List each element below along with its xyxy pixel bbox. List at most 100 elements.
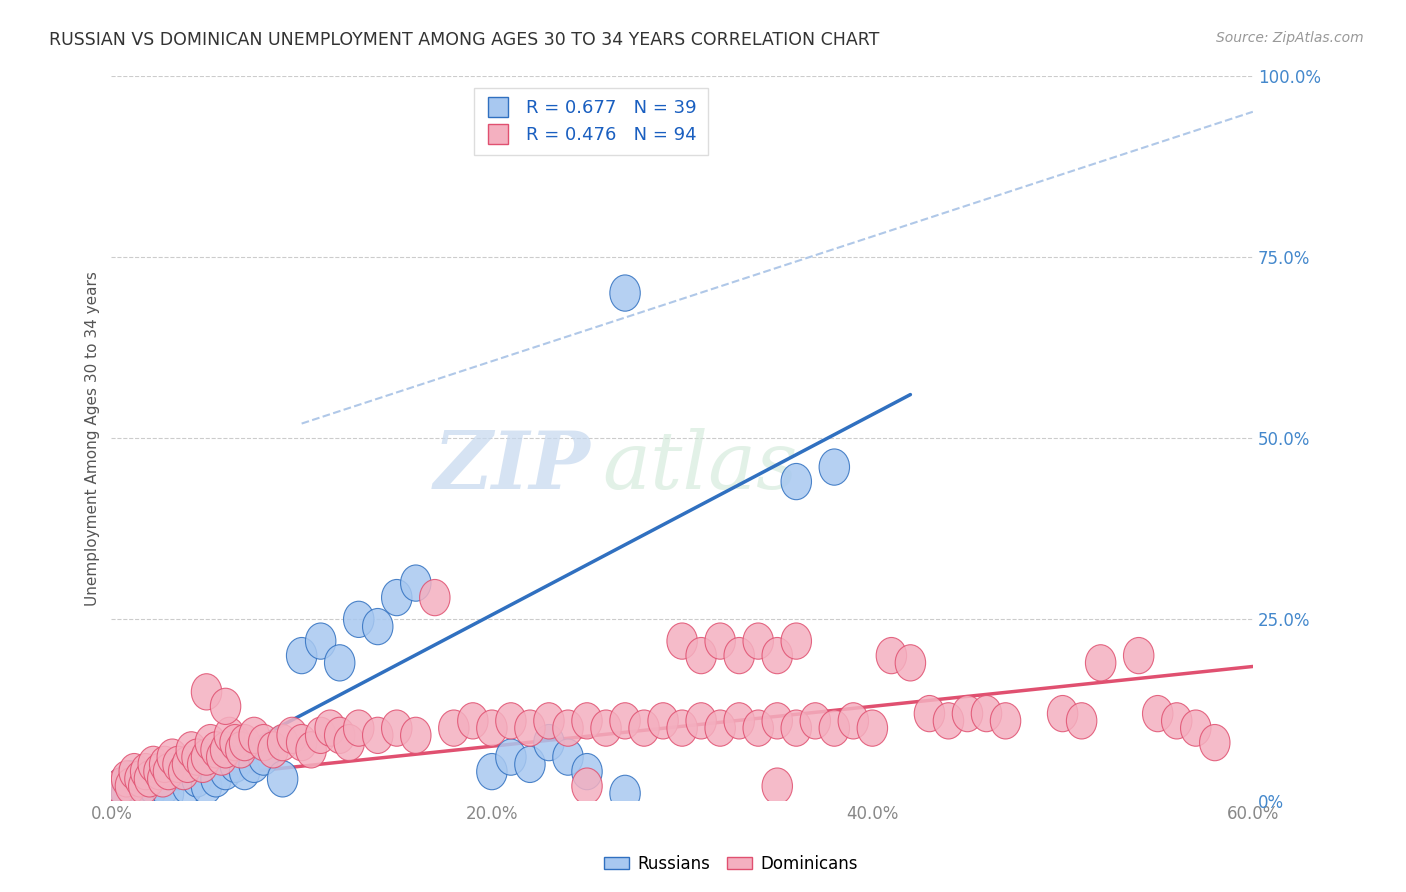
Ellipse shape — [277, 717, 308, 754]
Ellipse shape — [120, 775, 149, 812]
Ellipse shape — [363, 717, 392, 754]
Ellipse shape — [762, 638, 793, 673]
Ellipse shape — [229, 724, 260, 761]
Y-axis label: Unemployment Among Ages 30 to 34 years: Unemployment Among Ages 30 to 34 years — [86, 270, 100, 606]
Ellipse shape — [125, 761, 155, 797]
Ellipse shape — [138, 768, 169, 805]
Ellipse shape — [572, 703, 602, 739]
Ellipse shape — [934, 703, 963, 739]
Ellipse shape — [724, 703, 755, 739]
Ellipse shape — [782, 710, 811, 747]
Ellipse shape — [211, 689, 240, 724]
Ellipse shape — [724, 638, 755, 673]
Ellipse shape — [105, 768, 136, 805]
Ellipse shape — [207, 739, 238, 775]
Ellipse shape — [343, 601, 374, 638]
Ellipse shape — [335, 724, 364, 761]
Text: Source: ZipAtlas.com: Source: ZipAtlas.com — [1216, 31, 1364, 45]
Ellipse shape — [148, 761, 179, 797]
Ellipse shape — [325, 717, 354, 754]
Ellipse shape — [105, 768, 136, 805]
Ellipse shape — [169, 754, 198, 789]
Ellipse shape — [181, 761, 212, 797]
Ellipse shape — [257, 731, 288, 768]
Ellipse shape — [1047, 696, 1078, 731]
Ellipse shape — [381, 580, 412, 615]
Ellipse shape — [239, 717, 270, 754]
Ellipse shape — [153, 754, 184, 789]
Ellipse shape — [249, 739, 278, 775]
Text: ZIP: ZIP — [434, 428, 591, 506]
Ellipse shape — [515, 747, 546, 782]
Ellipse shape — [628, 710, 659, 747]
Ellipse shape — [249, 724, 278, 761]
Ellipse shape — [229, 754, 260, 789]
Ellipse shape — [115, 768, 146, 805]
Ellipse shape — [610, 703, 640, 739]
Ellipse shape — [572, 754, 602, 789]
Ellipse shape — [1181, 710, 1211, 747]
Ellipse shape — [267, 761, 298, 797]
Ellipse shape — [1143, 696, 1173, 731]
Ellipse shape — [201, 761, 231, 797]
Ellipse shape — [111, 761, 142, 797]
Ellipse shape — [295, 731, 326, 768]
Ellipse shape — [125, 768, 155, 805]
Ellipse shape — [914, 696, 945, 731]
Ellipse shape — [120, 754, 149, 789]
Ellipse shape — [952, 696, 983, 731]
Ellipse shape — [972, 696, 1001, 731]
Ellipse shape — [742, 710, 773, 747]
Ellipse shape — [267, 724, 298, 761]
Ellipse shape — [553, 739, 583, 775]
Text: atlas: atlas — [602, 428, 797, 506]
Ellipse shape — [1161, 703, 1192, 739]
Ellipse shape — [173, 768, 202, 805]
Ellipse shape — [439, 710, 470, 747]
Ellipse shape — [143, 754, 174, 789]
Ellipse shape — [157, 739, 187, 775]
Ellipse shape — [1066, 703, 1097, 739]
Ellipse shape — [219, 724, 250, 761]
Ellipse shape — [201, 731, 231, 768]
Ellipse shape — [195, 724, 225, 761]
Ellipse shape — [287, 724, 316, 761]
Ellipse shape — [225, 731, 256, 768]
Ellipse shape — [149, 768, 180, 805]
Ellipse shape — [515, 710, 546, 747]
Ellipse shape — [419, 580, 450, 615]
Ellipse shape — [838, 703, 869, 739]
Ellipse shape — [477, 710, 508, 747]
Ellipse shape — [401, 717, 432, 754]
Ellipse shape — [1085, 645, 1116, 681]
Ellipse shape — [176, 731, 207, 768]
Ellipse shape — [305, 623, 336, 659]
Ellipse shape — [591, 710, 621, 747]
Ellipse shape — [742, 623, 773, 659]
Ellipse shape — [149, 747, 180, 782]
Ellipse shape — [239, 747, 270, 782]
Ellipse shape — [191, 673, 222, 710]
Ellipse shape — [287, 638, 316, 673]
Ellipse shape — [305, 717, 336, 754]
Ellipse shape — [191, 768, 222, 805]
Ellipse shape — [381, 710, 412, 747]
Ellipse shape — [163, 747, 193, 782]
Ellipse shape — [534, 703, 564, 739]
Ellipse shape — [666, 623, 697, 659]
Ellipse shape — [782, 623, 811, 659]
Legend: R = 0.677   N = 39, R = 0.476   N = 94: R = 0.677 N = 39, R = 0.476 N = 94 — [474, 88, 707, 155]
Ellipse shape — [153, 775, 184, 812]
Ellipse shape — [1123, 638, 1154, 673]
Ellipse shape — [363, 608, 392, 645]
Ellipse shape — [173, 747, 202, 782]
Ellipse shape — [457, 703, 488, 739]
Ellipse shape — [211, 754, 240, 789]
Ellipse shape — [131, 761, 160, 797]
Ellipse shape — [1199, 724, 1230, 761]
Ellipse shape — [648, 703, 678, 739]
Ellipse shape — [211, 731, 240, 768]
Ellipse shape — [496, 739, 526, 775]
Ellipse shape — [800, 703, 831, 739]
Ellipse shape — [134, 761, 165, 797]
